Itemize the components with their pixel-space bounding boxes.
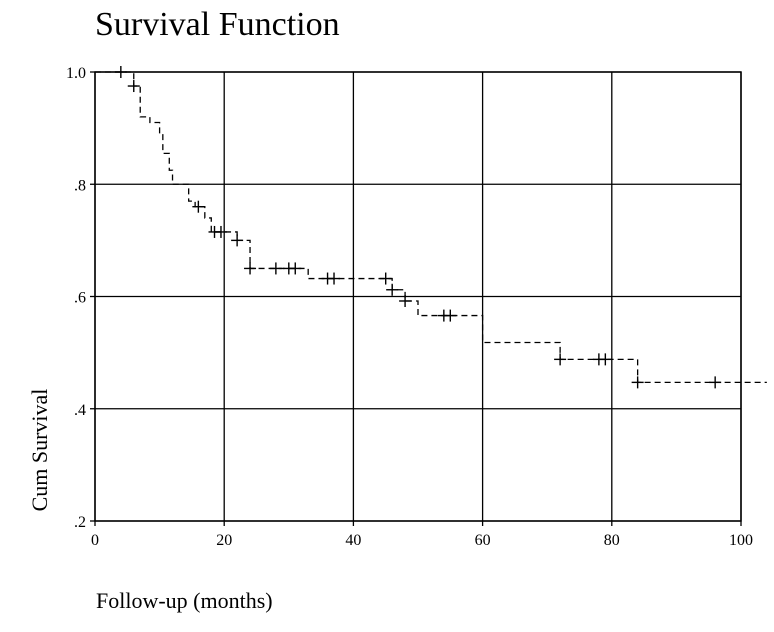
censor-mark [244, 262, 257, 275]
y-tick-label: .6 [74, 290, 86, 307]
survival-step-line [95, 71, 767, 384]
chart-title: Survival Function [95, 6, 340, 43]
censor-mark [399, 294, 412, 307]
x-tick-label: 60 [475, 532, 491, 549]
censor-mark [631, 376, 644, 389]
plot-frame [94, 71, 742, 522]
survival-series [95, 66, 767, 389]
axes: .2 .4 .6 .8 1.0 0 20 40 60 80 100 [66, 65, 753, 549]
censor-mark [192, 200, 205, 213]
x-tick-label: 80 [604, 532, 620, 549]
y-tick-label: 1.0 [66, 65, 86, 82]
censor-mark [379, 272, 392, 285]
censor-mark [114, 66, 127, 78]
x-tick-label: 0 [91, 532, 99, 549]
censor-mark [709, 376, 722, 389]
censor-mark [386, 283, 399, 296]
censor-mark [289, 262, 302, 275]
x-axis-label: Follow-up (months) [96, 588, 273, 613]
censor-mark [127, 80, 140, 93]
x-tick-label: 40 [345, 532, 361, 549]
censor-mark [554, 353, 567, 366]
grid-lines [94, 71, 742, 522]
censor-mark [214, 225, 227, 238]
y-tick-label: .8 [74, 177, 86, 194]
x-tick-label: 100 [729, 532, 753, 549]
censor-mark [269, 262, 282, 275]
y-tick-label: .2 [74, 514, 86, 531]
censor-mark [444, 309, 457, 322]
y-tick-label: .4 [74, 402, 86, 419]
censor-mark [231, 234, 244, 247]
censor-mark [328, 272, 341, 285]
censor-mark [599, 353, 612, 366]
x-tick-label: 20 [216, 532, 232, 549]
